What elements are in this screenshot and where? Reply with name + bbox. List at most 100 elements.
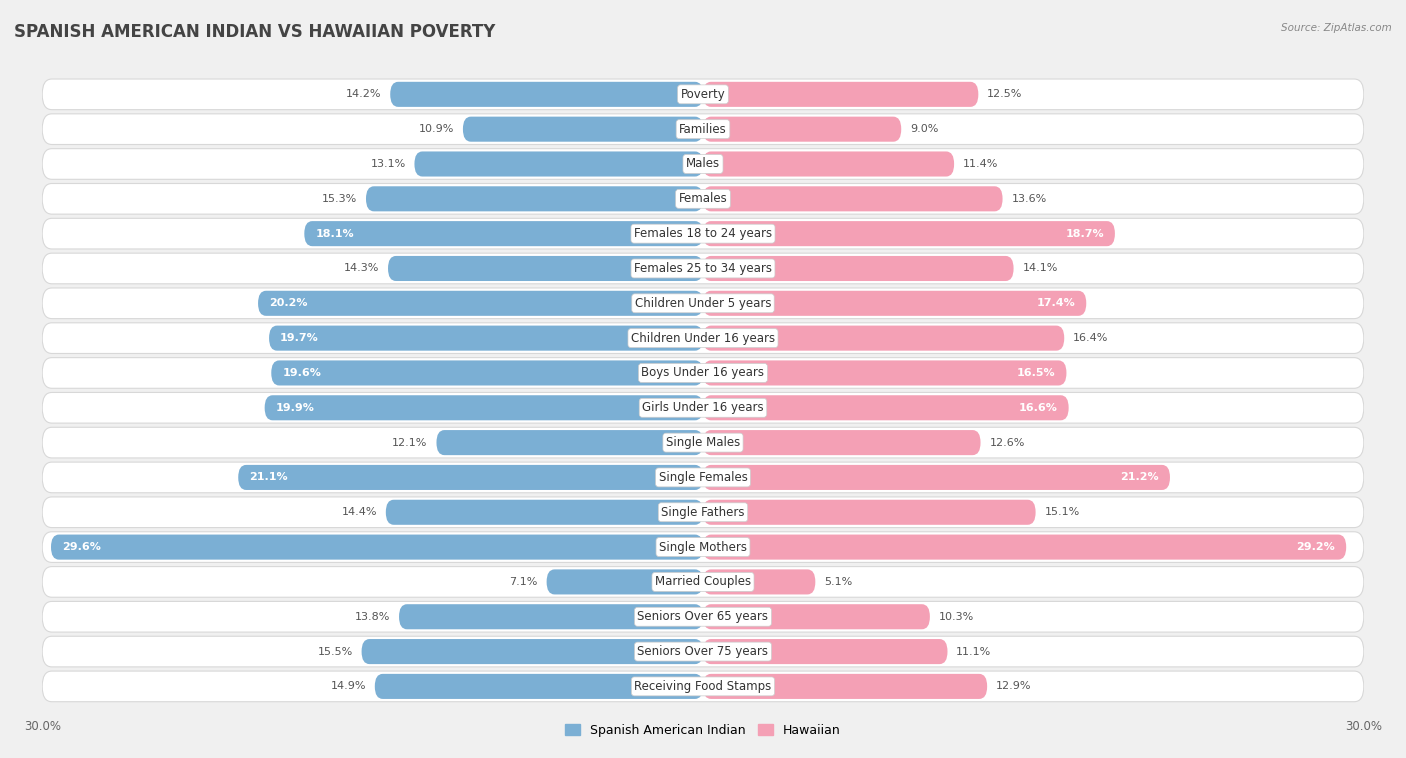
Text: SPANISH AMERICAN INDIAN VS HAWAIIAN POVERTY: SPANISH AMERICAN INDIAN VS HAWAIIAN POVE… [14,23,495,41]
FancyBboxPatch shape [703,500,1036,525]
FancyBboxPatch shape [238,465,703,490]
Text: Single Males: Single Males [666,436,740,449]
Text: 20.2%: 20.2% [269,299,308,309]
Text: Single Fathers: Single Fathers [661,506,745,518]
FancyBboxPatch shape [703,360,1066,386]
FancyBboxPatch shape [703,152,955,177]
Text: 16.5%: 16.5% [1017,368,1056,378]
FancyBboxPatch shape [703,326,1064,351]
FancyBboxPatch shape [375,674,703,699]
Text: 12.5%: 12.5% [987,89,1022,99]
Text: 10.3%: 10.3% [939,612,974,622]
Text: Girls Under 16 years: Girls Under 16 years [643,401,763,415]
FancyBboxPatch shape [42,183,1364,215]
FancyBboxPatch shape [703,604,929,629]
Text: 21.1%: 21.1% [249,472,288,482]
Legend: Spanish American Indian, Hawaiian: Spanish American Indian, Hawaiian [560,719,846,742]
Text: 15.3%: 15.3% [322,194,357,204]
Text: Poverty: Poverty [681,88,725,101]
Text: Females 25 to 34 years: Females 25 to 34 years [634,262,772,275]
FancyBboxPatch shape [703,82,979,107]
FancyBboxPatch shape [42,532,1364,562]
FancyBboxPatch shape [42,253,1364,283]
FancyBboxPatch shape [42,114,1364,145]
FancyBboxPatch shape [361,639,703,664]
FancyBboxPatch shape [42,601,1364,632]
Text: 16.6%: 16.6% [1019,402,1057,413]
FancyBboxPatch shape [42,671,1364,702]
FancyBboxPatch shape [42,462,1364,493]
Text: 13.1%: 13.1% [370,159,405,169]
Text: Receiving Food Stamps: Receiving Food Stamps [634,680,772,693]
Text: Single Mothers: Single Mothers [659,540,747,553]
FancyBboxPatch shape [436,430,703,455]
FancyBboxPatch shape [385,500,703,525]
Text: 9.0%: 9.0% [910,124,938,134]
FancyBboxPatch shape [42,149,1364,180]
Text: 14.1%: 14.1% [1022,264,1057,274]
FancyBboxPatch shape [463,117,703,142]
Text: Single Females: Single Females [658,471,748,484]
FancyBboxPatch shape [42,497,1364,528]
FancyBboxPatch shape [703,430,980,455]
FancyBboxPatch shape [42,323,1364,353]
FancyBboxPatch shape [703,221,1115,246]
Text: Seniors Over 65 years: Seniors Over 65 years [637,610,769,623]
FancyBboxPatch shape [703,186,1002,211]
FancyBboxPatch shape [42,393,1364,423]
FancyBboxPatch shape [264,395,703,421]
FancyBboxPatch shape [42,358,1364,388]
Text: 15.5%: 15.5% [318,647,353,656]
FancyBboxPatch shape [271,360,703,386]
FancyBboxPatch shape [304,221,703,246]
Text: 11.4%: 11.4% [963,159,998,169]
FancyBboxPatch shape [703,465,1170,490]
FancyBboxPatch shape [703,674,987,699]
Text: 16.4%: 16.4% [1073,333,1108,343]
FancyBboxPatch shape [415,152,703,177]
Text: 18.7%: 18.7% [1066,229,1104,239]
Text: Children Under 16 years: Children Under 16 years [631,332,775,345]
Text: 10.9%: 10.9% [419,124,454,134]
FancyBboxPatch shape [51,534,703,559]
Text: 18.1%: 18.1% [315,229,354,239]
FancyBboxPatch shape [366,186,703,211]
FancyBboxPatch shape [703,256,1014,281]
Text: 14.9%: 14.9% [330,681,366,691]
Text: Children Under 5 years: Children Under 5 years [634,297,772,310]
FancyBboxPatch shape [42,79,1364,110]
FancyBboxPatch shape [42,566,1364,597]
Text: 14.2%: 14.2% [346,89,381,99]
FancyBboxPatch shape [703,395,1069,421]
Text: 14.3%: 14.3% [344,264,380,274]
Text: 7.1%: 7.1% [509,577,537,587]
FancyBboxPatch shape [703,569,815,594]
FancyBboxPatch shape [547,569,703,594]
Text: 19.9%: 19.9% [276,402,315,413]
Text: 14.4%: 14.4% [342,507,377,517]
FancyBboxPatch shape [703,117,901,142]
Text: 19.6%: 19.6% [283,368,321,378]
Text: 12.9%: 12.9% [995,681,1032,691]
Text: 12.1%: 12.1% [392,437,427,448]
Text: 17.4%: 17.4% [1036,299,1076,309]
Text: Females: Females [679,193,727,205]
Text: Married Couples: Married Couples [655,575,751,588]
FancyBboxPatch shape [703,639,948,664]
FancyBboxPatch shape [388,256,703,281]
FancyBboxPatch shape [391,82,703,107]
FancyBboxPatch shape [42,218,1364,249]
Text: 5.1%: 5.1% [824,577,852,587]
FancyBboxPatch shape [42,428,1364,458]
Text: 29.6%: 29.6% [62,542,101,552]
Text: Males: Males [686,158,720,171]
Text: 19.7%: 19.7% [280,333,319,343]
FancyBboxPatch shape [703,291,1087,316]
Text: Seniors Over 75 years: Seniors Over 75 years [637,645,769,658]
Text: Boys Under 16 years: Boys Under 16 years [641,366,765,380]
Text: 29.2%: 29.2% [1296,542,1336,552]
Text: 21.2%: 21.2% [1121,472,1159,482]
Text: 11.1%: 11.1% [956,647,991,656]
Text: 13.8%: 13.8% [354,612,391,622]
Text: 13.6%: 13.6% [1011,194,1046,204]
